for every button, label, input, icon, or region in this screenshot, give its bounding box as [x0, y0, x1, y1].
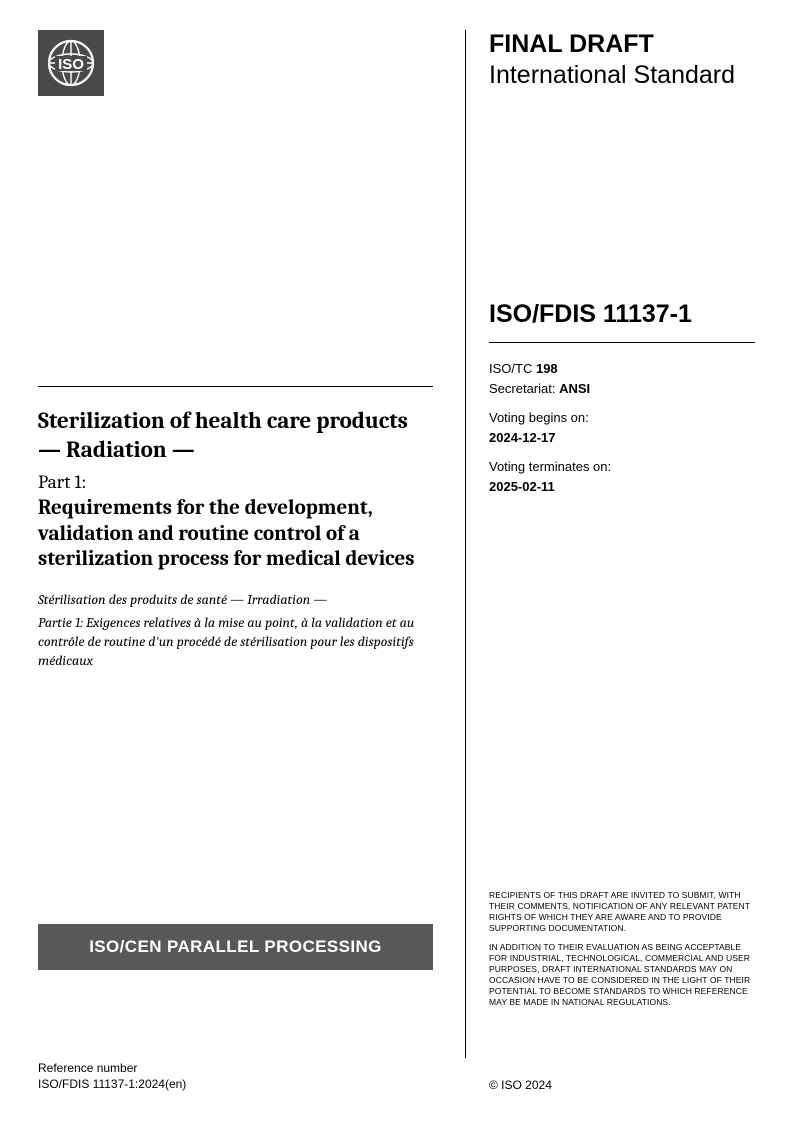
tc-line: ISO/TC 198: [489, 359, 755, 379]
reference-value: ISO/FDIS 11137-1:2024(en): [38, 1076, 433, 1092]
voting-begins-block: Voting begins on: 2024-12-17: [489, 408, 755, 447]
cover-page: ISO Sterilization of health care product…: [0, 0, 793, 1122]
left-spacer: [38, 671, 433, 924]
iso-logo-icon: ISO: [44, 36, 98, 90]
copyright-line: © ISO 2024: [489, 1078, 755, 1092]
document-title-main: Sterilization of health care products — …: [38, 407, 433, 465]
right-spacer: [489, 506, 755, 889]
right-column: FINAL DRAFT International Standard ISO/F…: [465, 0, 793, 1122]
secretariat-label: Secretariat:: [489, 381, 555, 396]
vertical-divider: [465, 30, 466, 1058]
parallel-processing-banner: ISO/CEN PARALLEL PROCESSING: [38, 924, 433, 970]
document-part-title: Requirements for the development, valida…: [38, 496, 433, 573]
tc-label: ISO/TC: [489, 361, 532, 376]
alt-title-part: Partie 1: Exigences relatives à la mise …: [38, 614, 433, 671]
left-column: ISO Sterilization of health care product…: [0, 0, 465, 1122]
tc-number: 198: [536, 361, 558, 376]
evaluation-notice: IN ADDITION TO THEIR EVALUATION AS BEING…: [489, 942, 755, 1008]
document-code: ISO/FDIS 11137-1: [489, 300, 755, 329]
right-horizontal-rule: [489, 342, 755, 343]
document-stage: FINAL DRAFT: [489, 30, 755, 59]
voting-ends-date: 2025-02-11: [489, 477, 755, 497]
secretariat-line: Secretariat: ANSI: [489, 379, 755, 399]
iso-logo: ISO: [38, 30, 104, 96]
voting-ends-block: Voting terminates on: 2025-02-11: [489, 457, 755, 496]
document-part-label: Part 1:: [38, 471, 433, 495]
secretariat-value: ANSI: [559, 381, 590, 396]
left-horizontal-rule: [38, 386, 433, 387]
reference-block: Reference number ISO/FDIS 11137-1:2024(e…: [38, 1060, 433, 1092]
voting-ends-label: Voting terminates on:: [489, 457, 755, 477]
committee-block: ISO/TC 198 Secretariat: ANSI: [489, 359, 755, 398]
alt-title-main: Stérilisation des produits de santé — Ir…: [38, 591, 433, 610]
patent-notice: RECIPIENTS OF THIS DRAFT ARE INVITED TO …: [489, 890, 755, 934]
svg-text:ISO: ISO: [58, 56, 84, 73]
voting-begins-label: Voting begins on:: [489, 408, 755, 428]
reference-label: Reference number: [38, 1060, 433, 1076]
voting-begins-date: 2024-12-17: [489, 428, 755, 448]
document-type: International Standard: [489, 61, 755, 90]
